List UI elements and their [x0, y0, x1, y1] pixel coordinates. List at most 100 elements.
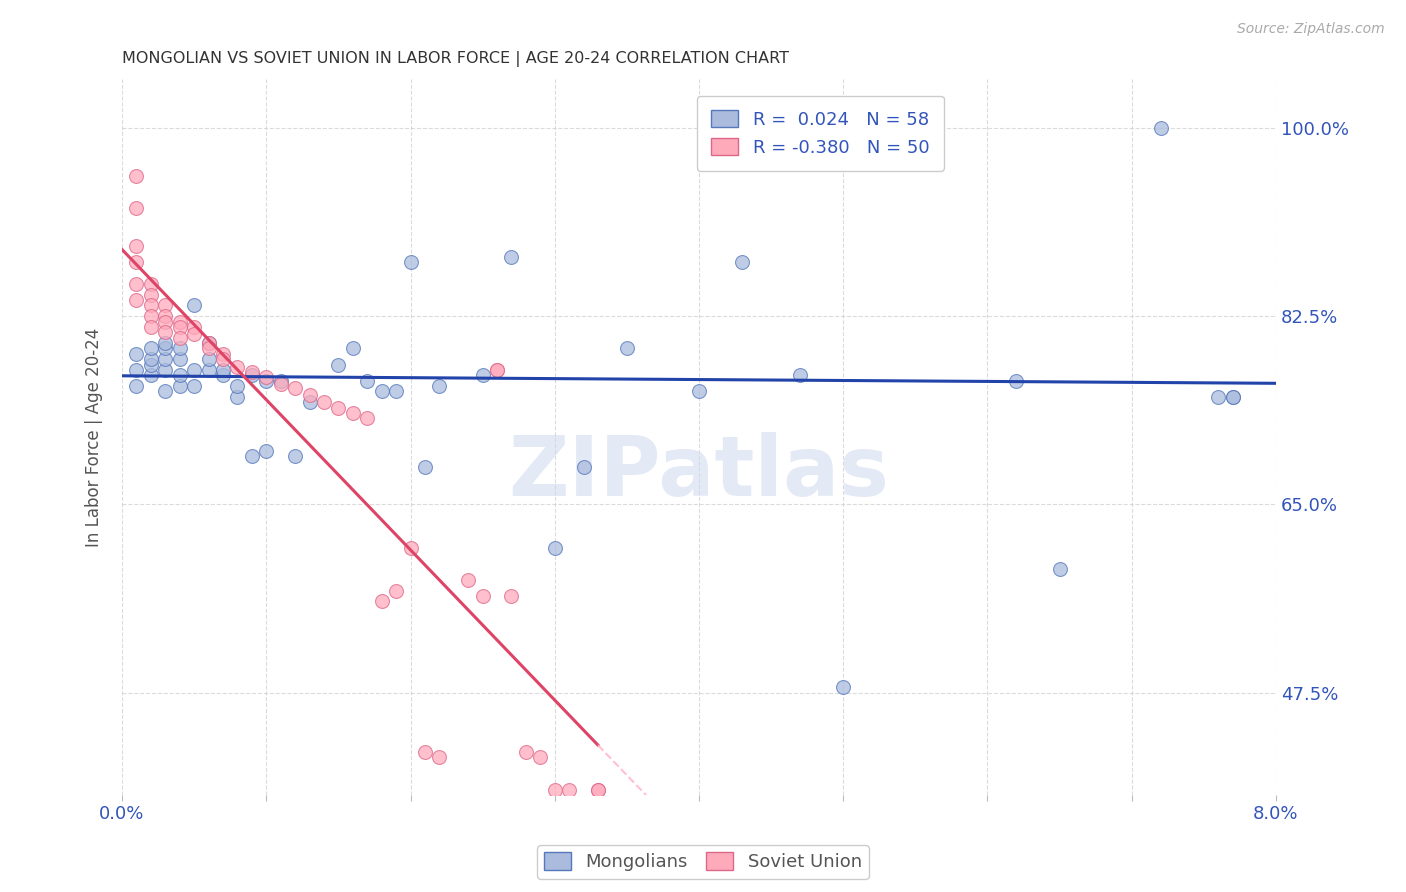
Point [183, 327, 205, 342]
Point [155, 309, 177, 323]
Point [342, 406, 364, 420]
Point [385, 583, 408, 598]
Point [558, 782, 581, 797]
Point [240, 368, 263, 383]
Point [370, 594, 392, 608]
Point [254, 443, 277, 458]
Point [240, 365, 263, 379]
Point [298, 387, 321, 401]
Point [254, 374, 277, 388]
Point [169, 342, 191, 356]
Point [501, 250, 523, 264]
Point [125, 239, 148, 253]
Point [155, 342, 177, 356]
Point [169, 331, 191, 345]
Point [413, 745, 436, 759]
Point [212, 368, 235, 383]
Legend: Mongolians, Soviet Union: Mongolians, Soviet Union [537, 846, 869, 879]
Point [284, 381, 307, 395]
Point [197, 352, 219, 367]
Point [501, 589, 523, 603]
Text: MONGOLIAN VS SOVIET UNION IN LABOR FORCE | AGE 20-24 CORRELATION CHART: MONGOLIAN VS SOVIET UNION IN LABOR FORCE… [122, 51, 789, 67]
Point [544, 782, 567, 797]
Point [270, 374, 292, 388]
Point [226, 379, 249, 393]
Point [832, 681, 855, 695]
Point [226, 359, 249, 374]
Point [254, 370, 277, 384]
Point [1149, 120, 1171, 135]
Point [544, 541, 567, 555]
Point [169, 319, 191, 334]
Point [1206, 390, 1229, 404]
Point [413, 459, 436, 474]
Point [1222, 390, 1244, 404]
Point [212, 347, 235, 361]
Point [125, 293, 148, 307]
Point [385, 384, 408, 399]
Point [399, 255, 422, 269]
Point [1005, 374, 1028, 388]
Point [312, 395, 335, 409]
Point [789, 368, 811, 383]
Point [586, 782, 609, 797]
Point [284, 449, 307, 463]
Point [139, 352, 162, 367]
Point [197, 336, 219, 351]
Point [169, 379, 191, 393]
Text: ZIPatlas: ZIPatlas [509, 433, 890, 514]
Point [169, 314, 191, 328]
Point [125, 363, 148, 377]
Point [356, 411, 378, 425]
Point [270, 376, 292, 391]
Point [212, 352, 235, 367]
Point [139, 309, 162, 323]
Point [197, 336, 219, 351]
Point [155, 314, 177, 328]
Point [169, 352, 191, 367]
Point [139, 358, 162, 372]
Point [688, 384, 710, 399]
Point [125, 347, 148, 361]
Point [572, 459, 595, 474]
Point [486, 363, 509, 377]
Point [298, 395, 321, 409]
Point [486, 363, 509, 377]
Point [529, 750, 551, 764]
Point [183, 379, 205, 393]
Point [1222, 390, 1244, 404]
Point [139, 342, 162, 356]
Point [155, 352, 177, 367]
Point [904, 147, 927, 161]
Point [155, 298, 177, 312]
Point [155, 336, 177, 351]
Point [125, 169, 148, 184]
Point [471, 368, 494, 383]
Point [370, 384, 392, 399]
Point [399, 541, 422, 555]
Point [139, 287, 162, 301]
Point [183, 319, 205, 334]
Point [155, 384, 177, 399]
Point [125, 202, 148, 216]
Point [139, 277, 162, 291]
Y-axis label: In Labor Force | Age 20-24: In Labor Force | Age 20-24 [86, 327, 103, 547]
Point [427, 379, 450, 393]
Point [1049, 562, 1071, 576]
Point [183, 363, 205, 377]
Point [226, 390, 249, 404]
Point [616, 342, 638, 356]
Point [139, 368, 162, 383]
Point [169, 368, 191, 383]
Point [139, 298, 162, 312]
Point [328, 401, 350, 415]
Point [183, 298, 205, 312]
Point [240, 449, 263, 463]
Point [731, 255, 754, 269]
Point [197, 342, 219, 356]
Point [457, 573, 479, 587]
Legend: R =  0.024   N = 58, R = -0.380   N = 50: R = 0.024 N = 58, R = -0.380 N = 50 [697, 95, 943, 171]
Point [125, 255, 148, 269]
Point [342, 342, 364, 356]
Point [515, 745, 537, 759]
